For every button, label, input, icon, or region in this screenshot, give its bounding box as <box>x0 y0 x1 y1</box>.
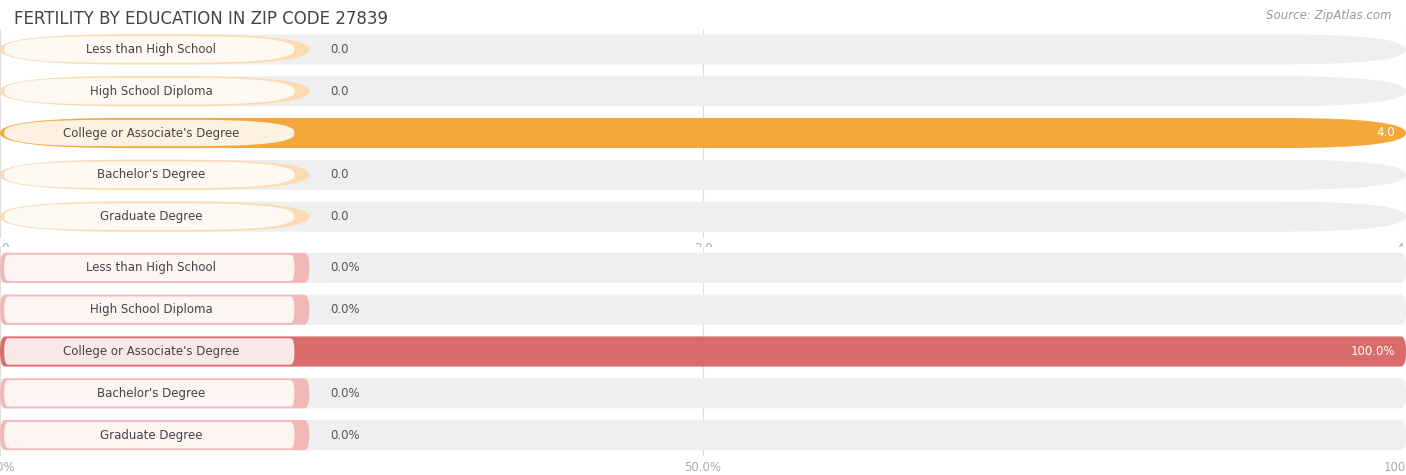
Text: FERTILITY BY EDUCATION IN ZIP CODE 27839: FERTILITY BY EDUCATION IN ZIP CODE 27839 <box>14 10 388 28</box>
FancyBboxPatch shape <box>0 34 1406 65</box>
Text: Less than High School: Less than High School <box>86 43 217 56</box>
FancyBboxPatch shape <box>0 201 1406 232</box>
FancyBboxPatch shape <box>0 76 309 106</box>
Text: 0.0%: 0.0% <box>330 387 360 400</box>
Text: Graduate Degree: Graduate Degree <box>100 428 202 442</box>
FancyBboxPatch shape <box>0 253 309 283</box>
FancyBboxPatch shape <box>0 76 1406 106</box>
FancyBboxPatch shape <box>0 253 1406 283</box>
Text: Less than High School: Less than High School <box>86 261 217 275</box>
FancyBboxPatch shape <box>0 118 1406 148</box>
FancyBboxPatch shape <box>4 255 294 281</box>
Text: 4.0: 4.0 <box>1376 126 1395 140</box>
FancyBboxPatch shape <box>0 118 1406 148</box>
Text: 0.0%: 0.0% <box>330 428 360 442</box>
Text: Bachelor's Degree: Bachelor's Degree <box>97 387 205 400</box>
Text: 0.0%: 0.0% <box>330 303 360 316</box>
FancyBboxPatch shape <box>0 420 1406 450</box>
FancyBboxPatch shape <box>4 162 294 188</box>
FancyBboxPatch shape <box>0 160 309 190</box>
Text: Graduate Degree: Graduate Degree <box>100 210 202 223</box>
FancyBboxPatch shape <box>4 120 294 146</box>
FancyBboxPatch shape <box>4 338 294 365</box>
Text: 0.0%: 0.0% <box>330 261 360 275</box>
FancyBboxPatch shape <box>4 380 294 407</box>
FancyBboxPatch shape <box>0 294 309 325</box>
Text: College or Associate's Degree: College or Associate's Degree <box>63 345 239 358</box>
FancyBboxPatch shape <box>0 336 1406 367</box>
Text: Source: ZipAtlas.com: Source: ZipAtlas.com <box>1267 10 1392 22</box>
FancyBboxPatch shape <box>0 378 309 408</box>
FancyBboxPatch shape <box>4 296 294 323</box>
FancyBboxPatch shape <box>0 420 309 450</box>
FancyBboxPatch shape <box>0 34 309 65</box>
FancyBboxPatch shape <box>4 422 294 448</box>
FancyBboxPatch shape <box>0 160 1406 190</box>
Text: 0.0: 0.0 <box>330 168 349 181</box>
Text: 0.0: 0.0 <box>330 210 349 223</box>
FancyBboxPatch shape <box>4 36 294 63</box>
FancyBboxPatch shape <box>4 78 294 104</box>
FancyBboxPatch shape <box>0 378 1406 408</box>
Text: 100.0%: 100.0% <box>1350 345 1395 358</box>
Text: 0.0: 0.0 <box>330 43 349 56</box>
Text: College or Associate's Degree: College or Associate's Degree <box>63 126 239 140</box>
Text: High School Diploma: High School Diploma <box>90 303 212 316</box>
FancyBboxPatch shape <box>0 336 1406 367</box>
Text: High School Diploma: High School Diploma <box>90 85 212 98</box>
FancyBboxPatch shape <box>0 294 1406 325</box>
Text: Bachelor's Degree: Bachelor's Degree <box>97 168 205 181</box>
Text: 0.0: 0.0 <box>330 85 349 98</box>
FancyBboxPatch shape <box>4 203 294 230</box>
FancyBboxPatch shape <box>0 201 309 232</box>
